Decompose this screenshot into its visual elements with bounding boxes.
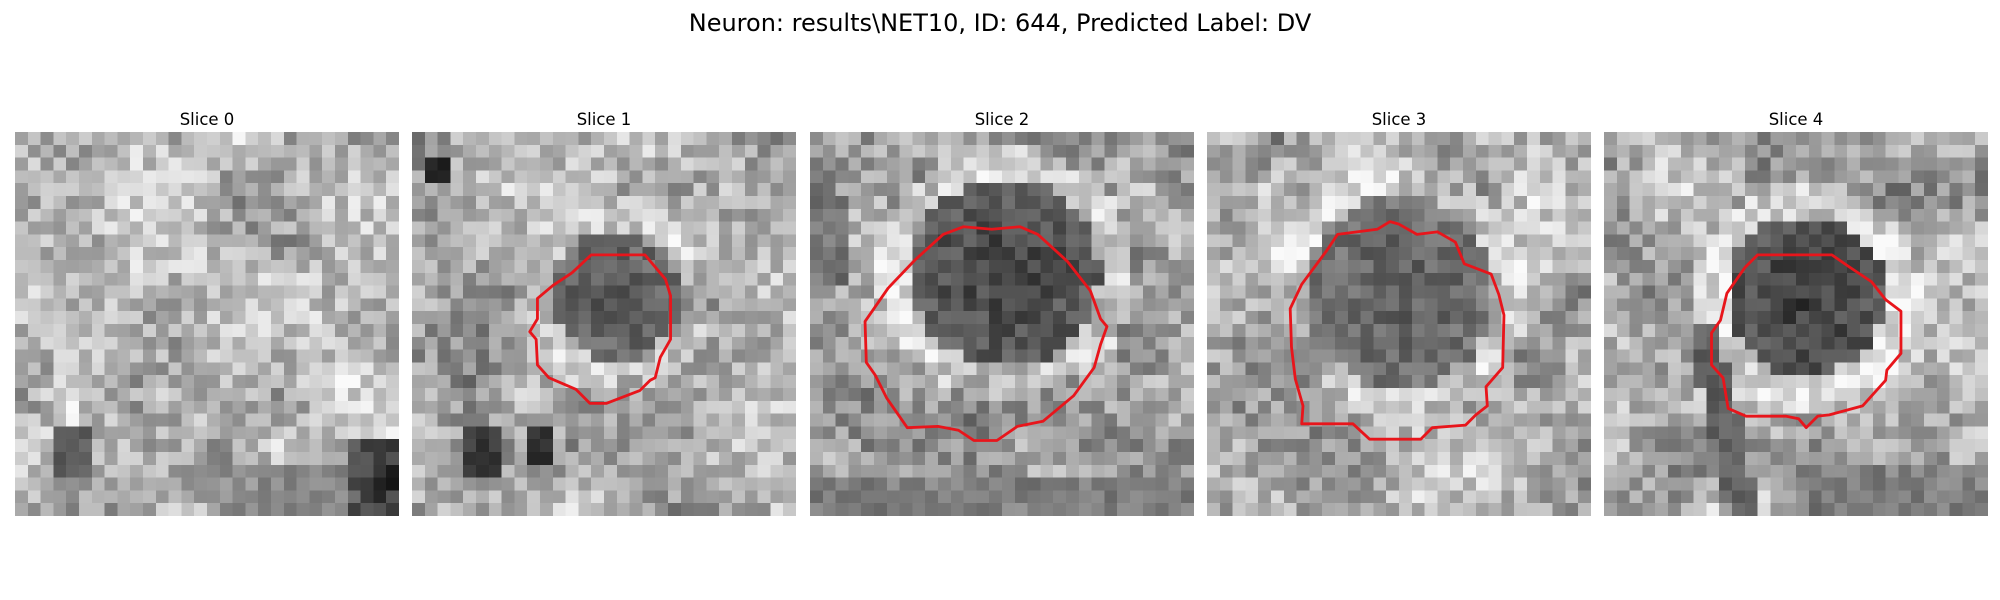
slice-title-1: Slice 1 [576, 110, 632, 129]
neuron-contour [1288, 220, 1506, 441]
slice-title-4: Slice 4 [1768, 110, 1824, 129]
slice-image-3 [1207, 132, 1591, 516]
neuron-contour [528, 253, 672, 405]
slice-panel-3: Slice 3 [1207, 109, 1591, 516]
slice-image-0 [15, 132, 399, 516]
slice-panel-4: Slice 4 [1604, 109, 1988, 516]
slice-panel-0: Slice 0 [15, 109, 399, 516]
slice-title-0: Slice 0 [179, 110, 235, 129]
slice-title-2: Slice 2 [974, 110, 1030, 129]
slice-image-1 [412, 132, 796, 516]
slice-title-3: Slice 3 [1371, 110, 1427, 129]
figure-title: Neuron: results\NET10, ID: 644, Predicte… [688, 9, 1312, 37]
slice-image-2 [810, 132, 1194, 516]
slice-image-4 [1604, 132, 1988, 516]
slice-panel-2: Slice 2 [810, 109, 1194, 516]
slice-panel-1: Slice 1 [412, 109, 796, 516]
neuron-contour [1710, 253, 1903, 430]
neuron-contour [863, 225, 1109, 442]
